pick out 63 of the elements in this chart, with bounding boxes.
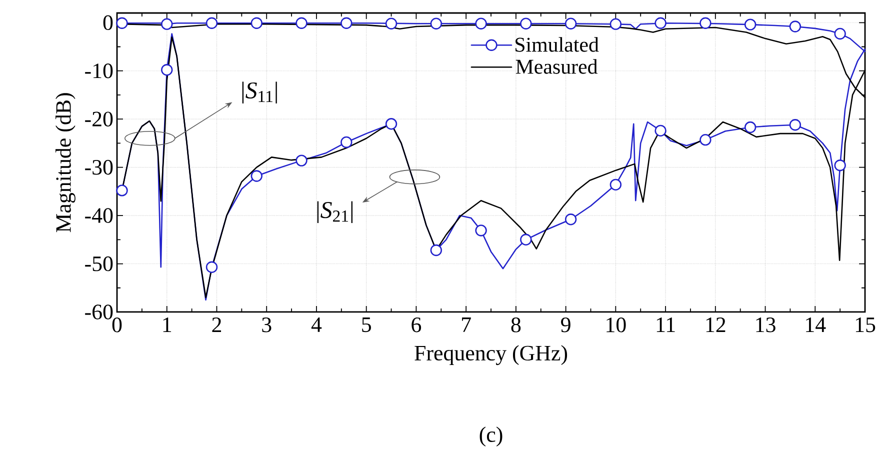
- point: [789, 20, 802, 32]
- point: [564, 18, 577, 30]
- x-tick-label: 11: [656, 318, 675, 332]
- x-tick-label: 8: [511, 318, 521, 332]
- point: [475, 18, 487, 30]
- point: [654, 124, 666, 137]
- x-tick-label: 15: [856, 318, 876, 332]
- point: [296, 154, 308, 166]
- point: [789, 119, 802, 131]
- point: [206, 261, 218, 273]
- y-tick-label: -30: [85, 160, 113, 175]
- y-tick-label: -10: [85, 63, 113, 78]
- y-tick-label: -20: [85, 112, 113, 126]
- point: [385, 18, 398, 30]
- point: [744, 121, 756, 134]
- x-tick-label: 2: [212, 318, 222, 332]
- annotation: |S$_{11}$|: [242, 82, 277, 104]
- point: [610, 178, 622, 191]
- point: [161, 18, 173, 30]
- point: [116, 184, 128, 196]
- point: [700, 17, 712, 29]
- point: [206, 17, 218, 29]
- x-tick-label: 3: [262, 318, 272, 332]
- point: [296, 17, 308, 29]
- legend-label: Measured: [516, 59, 598, 74]
- x-tick-label: 5: [362, 318, 371, 332]
- point: [430, 244, 442, 256]
- x-tick-label: 1: [163, 318, 172, 332]
- point: [340, 136, 352, 148]
- point: [385, 118, 398, 130]
- point: [654, 17, 666, 29]
- point: [161, 64, 173, 76]
- point: [340, 17, 352, 29]
- x-tick-label: 7: [462, 318, 471, 332]
- point: [250, 17, 262, 29]
- point: [744, 18, 756, 30]
- annotation: |S$_{21}$|: [317, 201, 353, 224]
- x-axis-title: Frequency (GHz): [414, 345, 568, 366]
- x-tick-label: 9: [561, 318, 570, 332]
- point: [700, 134, 712, 146]
- y-tick-label: -60: [85, 304, 113, 320]
- x-tick-label: 13: [756, 318, 776, 332]
- point: [430, 18, 442, 30]
- x-tick-label: 4: [311, 318, 322, 332]
- point: [834, 160, 846, 172]
- point: [610, 18, 622, 30]
- point: [116, 17, 128, 29]
- point: [520, 18, 532, 30]
- y-axis-title: Magnitude (dB): [56, 93, 76, 232]
- point: [475, 224, 487, 236]
- point: [250, 170, 262, 182]
- point: [834, 28, 846, 40]
- y-tick-label: 0: [103, 15, 113, 30]
- x-tick-label: 6: [412, 318, 422, 332]
- y-tick-label: -50: [85, 256, 113, 272]
- y-tick-label: -40: [85, 208, 113, 223]
- x-tick-label: 10: [606, 318, 626, 332]
- point: [520, 234, 532, 246]
- legend-label: Simulated: [516, 37, 599, 52]
- x-tick-label: 14: [806, 318, 826, 332]
- text: (c): [480, 426, 502, 446]
- point: [564, 214, 577, 226]
- x-tick-label: 12: [706, 318, 726, 332]
